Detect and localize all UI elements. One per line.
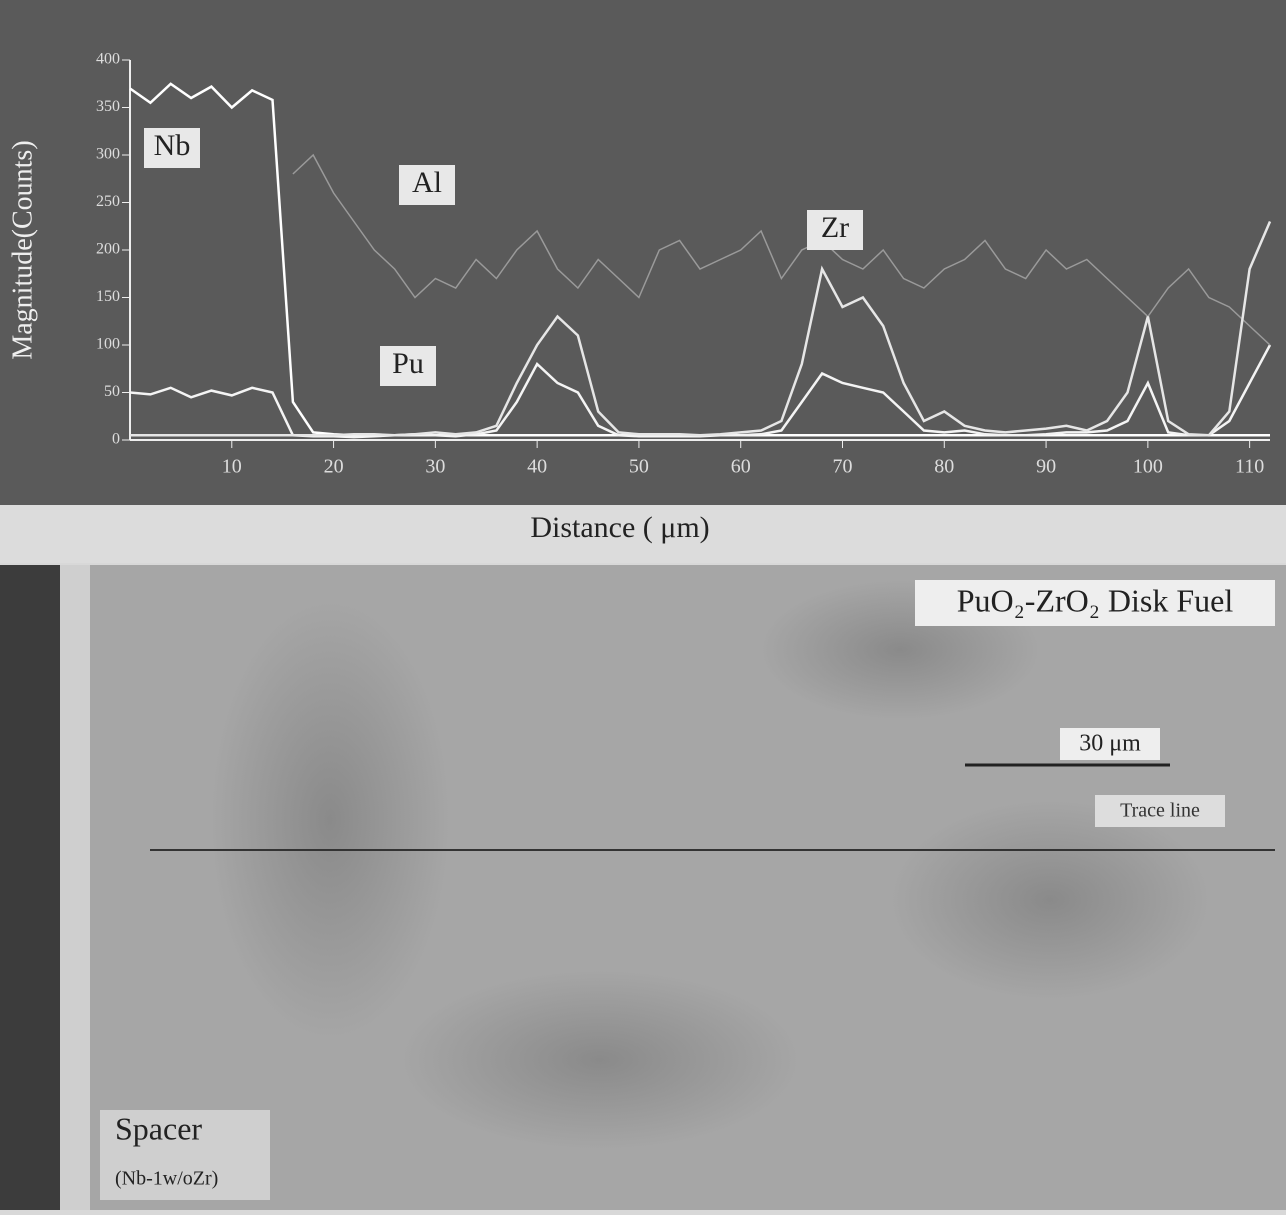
series-label: Pu — [392, 347, 424, 380]
spacer-edge — [60, 565, 90, 1210]
fuel-label: PuO₂-ZrO₂ Disk Fuel — [957, 582, 1234, 618]
spacer-alloy: (Nb-1w/oZr) — [115, 1168, 218, 1190]
scale-label: 30 μm — [1079, 731, 1141, 757]
y-tick-label: 350 — [96, 98, 120, 115]
y-tick-label: 200 — [96, 241, 120, 258]
x-axis-title: Distance ( μm) — [530, 511, 709, 544]
grain — [210, 600, 450, 1040]
edge-strip — [0, 565, 60, 1210]
x-tick-label: 70 — [833, 456, 853, 478]
figure: Distance ( μm) Magnitude(Counts) PuO₂-Zr… — [0, 0, 1286, 1210]
series-label: Al — [412, 166, 442, 199]
y-tick-label: 150 — [96, 288, 120, 305]
x-tick-label: 20 — [324, 456, 344, 478]
page: Distance ( μm) Magnitude(Counts) PuO₂-Zr… — [0, 0, 1286, 1210]
y-tick-label: 50 — [104, 383, 120, 400]
x-tick-label: 110 — [1235, 456, 1264, 478]
micrograph: PuO₂-ZrO₂ Disk Fuel Trace line 30 μm Spa… — [0, 565, 1286, 1210]
x-tick-label: 100 — [1133, 456, 1163, 478]
y-tick-label: 250 — [96, 193, 120, 210]
x-tick-label: 40 — [527, 456, 547, 478]
spacer-label: Spacer — [115, 1110, 202, 1146]
trace-label: Trace line — [1120, 800, 1200, 822]
series-label: Nb — [154, 129, 191, 162]
series-label: Zr — [821, 211, 849, 244]
y-tick-label: 100 — [96, 336, 120, 353]
x-tick-label: 10 — [222, 456, 242, 478]
y-tick-label: 300 — [96, 146, 120, 163]
x-tick-label: 90 — [1036, 456, 1056, 478]
chart-panel — [0, 0, 1286, 505]
grain — [890, 800, 1210, 1000]
x-tick-label: 30 — [425, 456, 445, 478]
y-tick-label: 0 — [112, 431, 120, 448]
y-tick-label: 400 — [96, 51, 120, 68]
y-axis-title: Magnitude(Counts) — [7, 140, 38, 359]
x-tick-label: 50 — [629, 456, 649, 478]
grain — [400, 970, 800, 1150]
x-tick-label: 80 — [934, 456, 954, 478]
x-tick-label: 60 — [731, 456, 751, 478]
